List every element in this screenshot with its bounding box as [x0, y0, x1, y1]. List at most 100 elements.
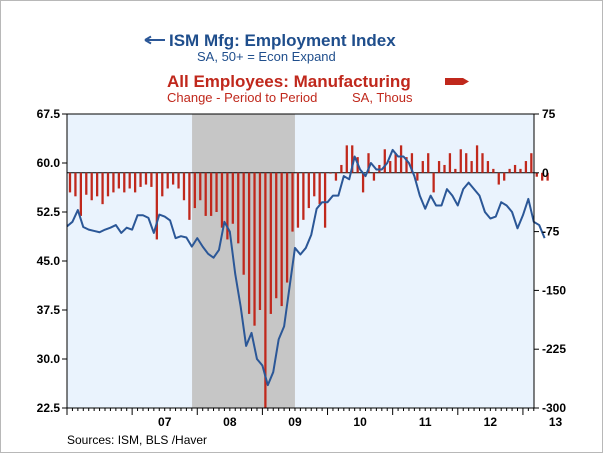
left-axis: 67.5 60.0 52.5 45.0 37.5 30.0 22.5 [37, 107, 67, 415]
bar [334, 172, 338, 181]
x-tick-label: 10 [353, 415, 367, 429]
bar [258, 172, 262, 310]
bar [486, 161, 490, 173]
x-axis: 07 08 09 10 11 12 13 [66, 408, 563, 429]
bar [513, 164, 517, 173]
bar [275, 172, 278, 299]
x-tick-label: 13 [549, 415, 563, 429]
bar [302, 172, 305, 220]
right-tick-label: -75 [542, 225, 560, 239]
bar [465, 153, 468, 173]
bar [432, 172, 435, 193]
bar [475, 145, 479, 173]
bar [106, 172, 110, 197]
bar [416, 172, 419, 181]
bar [383, 149, 386, 173]
bar [226, 172, 229, 240]
bar [530, 153, 533, 173]
bar [150, 172, 153, 187]
bar [112, 172, 115, 193]
bar [90, 172, 93, 201]
right-tick-label: 0 [542, 166, 549, 180]
chart-subtitle-2-right: SA, Thous [352, 90, 413, 105]
x-tick-label: 07 [158, 415, 172, 429]
bar [123, 172, 126, 193]
bar [177, 172, 180, 189]
bar [345, 145, 348, 173]
bar [161, 172, 164, 197]
bar [155, 172, 158, 240]
bar [524, 161, 528, 173]
bar [231, 172, 234, 224]
bar [421, 161, 424, 173]
bar [318, 172, 321, 205]
bar [307, 172, 310, 209]
bar [481, 153, 484, 173]
chart-subtitle: SA, 50+ = Econ Expand [197, 49, 336, 64]
bar [269, 172, 272, 314]
bar [144, 172, 148, 185]
x-tick-label: 09 [288, 415, 302, 429]
bar [280, 172, 283, 307]
right-tick-label: -300 [542, 401, 566, 415]
bar [68, 172, 72, 193]
bar [443, 164, 446, 173]
right-axis: 75 0 -75 -150 -225 -300 [534, 107, 566, 415]
line-series [66, 148, 546, 387]
bar [204, 172, 207, 216]
left-tick-label: 60.0 [37, 156, 61, 170]
bar [199, 172, 202, 201]
bar-series [68, 145, 549, 408]
bar [399, 145, 403, 173]
bar [437, 161, 441, 173]
bar [394, 153, 397, 173]
bar [237, 172, 240, 244]
bar [193, 172, 196, 209]
legend-bar-swatch [445, 78, 463, 85]
bar [128, 172, 131, 189]
bar [215, 172, 218, 212]
bar [351, 145, 354, 173]
bar [367, 153, 370, 173]
chart-title-2: All Employees: Manufacturing [167, 72, 411, 91]
bar [253, 172, 256, 326]
bar [188, 172, 191, 220]
bar [220, 172, 224, 228]
bar [405, 157, 408, 173]
bar [171, 172, 175, 185]
chart-subtitle-2-left: Change - Period to Period [167, 90, 317, 105]
right-tick-label: -150 [542, 283, 566, 297]
left-tick-label: 37.5 [37, 303, 61, 317]
bar [503, 172, 506, 181]
bar [535, 172, 538, 177]
bar [340, 164, 343, 173]
bar [470, 161, 473, 173]
x-tick-label: 11 [419, 415, 432, 429]
plot-area [67, 114, 534, 408]
source-note: Sources: ISM, BLS /Haver [67, 433, 207, 447]
left-tick-label: 30.0 [37, 352, 61, 366]
bar [85, 172, 88, 195]
bar [166, 172, 169, 189]
bar [242, 172, 245, 275]
x-tick-label: 08 [223, 415, 237, 429]
bar [459, 149, 462, 173]
bar [329, 172, 332, 174]
bar [291, 172, 294, 232]
bar [541, 172, 544, 181]
right-tick-label: 75 [542, 107, 556, 121]
bar [74, 172, 77, 197]
bar [454, 168, 457, 173]
left-tick-label: 45.0 [37, 254, 61, 268]
bar [209, 172, 213, 216]
bar [389, 161, 392, 173]
bar [285, 172, 289, 283]
legend-arrow-icon [144, 35, 152, 45]
bar [361, 172, 365, 193]
legend-line-entry: ISM Mfg: Employment Index SA, 50+ = Econ… [144, 31, 396, 64]
bar [546, 172, 549, 181]
left-tick-label: 52.5 [37, 205, 61, 219]
bar [497, 172, 500, 185]
